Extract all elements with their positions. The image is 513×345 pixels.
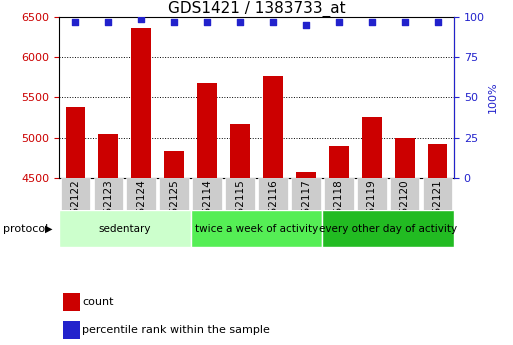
Bar	[263, 76, 283, 178]
Bar	[63, 322, 80, 339]
Text: GSM52120: GSM52120	[400, 179, 409, 236]
Text: GSM52117: GSM52117	[301, 179, 311, 236]
Bar	[93, 178, 123, 210]
Point	[170, 19, 179, 25]
Bar	[160, 178, 189, 210]
Bar	[394, 138, 415, 178]
Bar	[131, 28, 151, 178]
Bar	[61, 178, 90, 210]
Point	[401, 19, 409, 25]
Text: sedentary: sedentary	[98, 224, 151, 234]
Text: ▶: ▶	[45, 224, 52, 234]
Text: GSM52115: GSM52115	[235, 179, 245, 236]
Bar	[98, 134, 118, 178]
Point	[334, 19, 343, 25]
Text: protocol: protocol	[3, 224, 48, 234]
Text: percentile rank within the sample: percentile rank within the sample	[82, 325, 270, 335]
Bar	[164, 151, 184, 178]
Bar	[296, 172, 315, 178]
Bar	[291, 178, 321, 210]
Text: twice a week of activity: twice a week of activity	[195, 224, 318, 234]
Bar	[428, 144, 447, 178]
Point	[71, 19, 80, 25]
Text: GSM52118: GSM52118	[334, 179, 344, 236]
Point	[104, 19, 112, 25]
Text: GSM52114: GSM52114	[202, 179, 212, 236]
Point	[368, 19, 376, 25]
Bar	[258, 178, 288, 210]
Point	[203, 19, 211, 25]
Bar	[127, 178, 156, 210]
Text: GSM52123: GSM52123	[104, 179, 113, 236]
Point	[433, 19, 442, 25]
Bar	[357, 178, 386, 210]
Point	[302, 22, 310, 28]
Bar	[197, 83, 217, 178]
Bar	[362, 117, 382, 178]
Bar	[191, 210, 322, 247]
Text: GSM52121: GSM52121	[432, 179, 443, 236]
Text: GSM52116: GSM52116	[268, 179, 278, 236]
Point	[236, 19, 244, 25]
Point	[137, 16, 145, 22]
Text: GSM52122: GSM52122	[70, 179, 81, 236]
Bar	[322, 210, 454, 247]
Point	[269, 19, 277, 25]
Bar	[390, 178, 420, 210]
Title: GDS1421 / 1383733_at: GDS1421 / 1383733_at	[168, 1, 345, 17]
Text: every other day of activity: every other day of activity	[319, 224, 457, 234]
Bar	[63, 294, 80, 311]
Bar	[192, 178, 222, 210]
Bar	[324, 178, 353, 210]
Bar	[66, 107, 85, 178]
Bar	[225, 178, 255, 210]
Bar	[59, 210, 191, 247]
Text: GSM52124: GSM52124	[136, 179, 146, 236]
Text: count: count	[82, 297, 114, 307]
Y-axis label: 100%: 100%	[487, 82, 498, 113]
Bar	[423, 178, 452, 210]
Bar	[329, 146, 349, 178]
Text: GSM52125: GSM52125	[169, 179, 179, 236]
Bar	[230, 124, 250, 178]
Text: GSM52119: GSM52119	[367, 179, 377, 236]
